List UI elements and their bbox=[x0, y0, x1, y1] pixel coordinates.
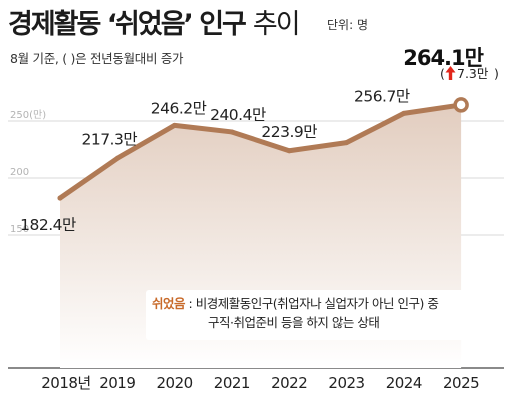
data-point-marker bbox=[453, 97, 469, 113]
delta-open-paren: ( bbox=[440, 66, 445, 81]
unit-label: 단위: 명 bbox=[327, 18, 368, 32]
series-line bbox=[57, 102, 464, 201]
x-tick-label: 2022 bbox=[271, 374, 307, 392]
definition-note: 쉬었음 : 비경제활동인구(취업자나 실업자가 아닌 인구) 중 구직·취업준비… bbox=[146, 290, 498, 340]
note-definition-1: 비경제활동인구(취업자나 실업자가 아닌 인구) 중 bbox=[195, 296, 439, 311]
data-point-marker bbox=[114, 155, 120, 161]
value-label: 223.9만 bbox=[261, 123, 317, 141]
x-tick-label: 2018년 bbox=[41, 374, 90, 392]
x-tick-label: 2024 bbox=[386, 374, 422, 392]
value-label-latest: 264.1만 bbox=[403, 46, 483, 70]
delta-value: 7.3만 bbox=[457, 66, 489, 81]
gridline-label: 200 bbox=[10, 167, 29, 178]
data-point-marker bbox=[286, 148, 292, 154]
data-point-marker bbox=[57, 195, 63, 201]
chart-title-main: 경제활동 ‘쉬었음’ 인구 bbox=[8, 9, 247, 40]
value-label: 240.4만 bbox=[210, 106, 266, 124]
data-point-marker bbox=[229, 129, 235, 135]
data-point-marker bbox=[344, 140, 349, 146]
last-change-label: ( 7.3만 ) bbox=[440, 66, 499, 81]
gridline-label: 150 bbox=[10, 224, 29, 235]
x-tick-label: 2020 bbox=[157, 374, 193, 392]
data-point-marker bbox=[401, 110, 407, 116]
gridline-label: 250(만) bbox=[10, 109, 46, 121]
chart-title-trend: 추이 bbox=[252, 9, 301, 40]
x-tick-label: 2019 bbox=[99, 374, 135, 392]
note-separator: : bbox=[188, 296, 193, 311]
x-tick-label: 2023 bbox=[328, 374, 364, 392]
note-definition-2: 구직·취업준비 등을 하지 않는 상태 bbox=[208, 315, 380, 330]
up-arrow-icon bbox=[445, 66, 456, 80]
delta-close-paren: ) bbox=[494, 66, 499, 81]
value-label: 256.7만 bbox=[354, 87, 410, 105]
data-point-marker bbox=[172, 122, 178, 128]
note-line-1: 쉬었음 : 비경제활동인구(취업자나 실업자가 아닌 인구) 중 bbox=[152, 294, 498, 313]
note-term: 쉬었음 bbox=[152, 296, 186, 311]
x-tick-label: 2025 bbox=[443, 374, 479, 392]
value-label: 246.2만 bbox=[151, 99, 207, 117]
value-label: 217.3만 bbox=[81, 130, 137, 148]
chart-title: 경제활동 ‘쉬었음’ 인구 추이 bbox=[8, 2, 301, 41]
chart-subtitle: 8월 기준, ( )은 전년동월대비 증가 bbox=[10, 51, 184, 66]
value-label: 182.4만 bbox=[20, 216, 76, 234]
x-tick-label: 2021 bbox=[214, 374, 250, 392]
